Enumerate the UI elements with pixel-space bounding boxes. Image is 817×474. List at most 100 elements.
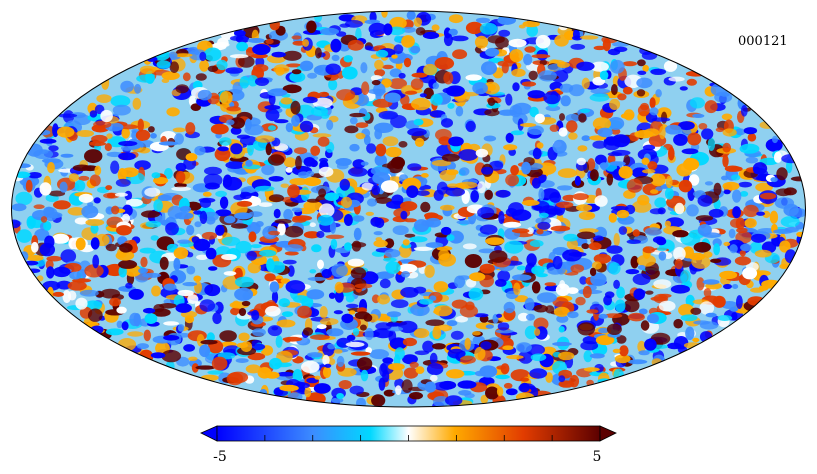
map-texture-blob xyxy=(385,261,401,274)
map-texture-blob xyxy=(538,70,557,82)
map-texture-blob xyxy=(433,381,453,391)
map-texture-blob xyxy=(196,254,209,260)
map-texture-blob xyxy=(545,105,561,112)
map-texture-blob xyxy=(177,324,185,332)
map-texture-blob xyxy=(56,280,72,290)
map-texture-blob xyxy=(559,280,566,289)
map-texture-blob xyxy=(678,179,693,193)
map-texture-blob xyxy=(121,127,130,139)
map-texture-blob xyxy=(132,97,142,110)
map-texture-blob xyxy=(325,63,342,75)
map-texture-blob xyxy=(739,249,746,257)
map-texture-blob xyxy=(512,274,532,281)
map-texture-blob xyxy=(284,244,304,252)
map-texture-blob xyxy=(299,120,314,133)
map-texture-blob xyxy=(559,83,574,93)
map-texture-blob xyxy=(188,356,198,361)
map-texture-blob xyxy=(68,173,79,182)
map-texture-blob xyxy=(94,104,105,115)
map-texture-blob xyxy=(410,78,424,90)
map-texture-blob xyxy=(640,102,649,111)
map-label: 000121 xyxy=(738,34,788,49)
map-texture-blob xyxy=(306,20,317,34)
map-texture-blob xyxy=(122,213,130,223)
map-texture-blob xyxy=(450,330,464,340)
map-texture-blob xyxy=(482,81,500,95)
map-texture-blob xyxy=(498,29,511,37)
map-texture-blob xyxy=(559,113,565,121)
map-texture-blob xyxy=(576,204,593,212)
map-texture-blob xyxy=(728,228,736,239)
map-texture-blob xyxy=(589,353,605,359)
map-texture-blob xyxy=(528,70,538,81)
map-texture-blob xyxy=(618,226,628,235)
map-texture-blob xyxy=(215,190,228,197)
map-texture-blob xyxy=(193,275,202,282)
map-texture-blob xyxy=(481,166,494,175)
map-texture-blob xyxy=(355,132,366,140)
map-texture-blob xyxy=(39,149,49,154)
map-texture-blob xyxy=(403,57,412,68)
map-texture-blob xyxy=(268,176,284,182)
map-texture-blob xyxy=(317,214,334,226)
map-texture-blob xyxy=(690,307,702,315)
map-texture-blob xyxy=(585,213,594,218)
map-texture-blob xyxy=(400,287,419,298)
map-texture-blob xyxy=(479,365,498,378)
map-texture-blob xyxy=(650,173,666,187)
map-texture-blob xyxy=(717,315,733,321)
map-texture-blob xyxy=(114,192,128,197)
map-texture-blob xyxy=(533,304,548,313)
map-texture-blob xyxy=(94,165,102,176)
map-texture-blob xyxy=(557,61,570,68)
map-texture-blob xyxy=(118,152,136,161)
map-texture-blob xyxy=(503,221,522,228)
map-texture-blob xyxy=(314,12,323,23)
map-texture-blob xyxy=(558,375,566,383)
map-texture-blob xyxy=(703,288,712,298)
map-texture-blob xyxy=(264,105,281,110)
map-texture-blob xyxy=(246,250,257,261)
map-texture-blob xyxy=(282,336,303,342)
map-texture-blob xyxy=(481,61,497,75)
map-texture-blob xyxy=(165,222,179,236)
map-texture-blob xyxy=(135,129,151,141)
map-texture-blob xyxy=(219,91,233,105)
map-texture-blob xyxy=(265,305,281,317)
map-texture-blob xyxy=(558,326,565,333)
map-texture-blob xyxy=(589,93,610,102)
map-texture-blob xyxy=(443,33,453,47)
map-texture-blob xyxy=(276,350,293,363)
map-texture-blob xyxy=(552,139,567,154)
map-texture-blob xyxy=(377,294,390,305)
map-texture-blob xyxy=(330,38,342,53)
map-texture-blob xyxy=(674,258,683,270)
map-texture-blob xyxy=(291,114,300,127)
map-texture-blob xyxy=(752,162,768,175)
map-texture-blob xyxy=(116,306,127,314)
map-texture-blob xyxy=(193,210,203,215)
map-texture-blob xyxy=(125,198,143,207)
map-texture-blob xyxy=(583,350,593,363)
map-texture-blob xyxy=(344,125,359,134)
map-texture-blob xyxy=(161,349,182,363)
map-texture-blob xyxy=(303,200,323,211)
map-texture-blob xyxy=(779,263,789,270)
map-texture-blob xyxy=(348,167,368,177)
map-texture-blob xyxy=(360,161,369,166)
map-texture-blob xyxy=(169,61,179,73)
map-texture-blob xyxy=(153,199,163,213)
map-texture-blob xyxy=(505,93,513,106)
map-texture-blob xyxy=(350,267,367,280)
map-texture-blob xyxy=(27,172,42,179)
map-texture-blob xyxy=(448,136,464,147)
map-texture-blob xyxy=(343,55,353,63)
map-texture-blob xyxy=(303,157,316,167)
map-texture-blob xyxy=(613,233,620,247)
map-texture-blob xyxy=(479,22,498,35)
map-texture-blob xyxy=(502,345,514,351)
map-texture-blob xyxy=(549,192,562,203)
map-texture-blob xyxy=(328,79,338,91)
map-texture-blob xyxy=(157,194,172,202)
map-texture-blob xyxy=(693,242,711,253)
